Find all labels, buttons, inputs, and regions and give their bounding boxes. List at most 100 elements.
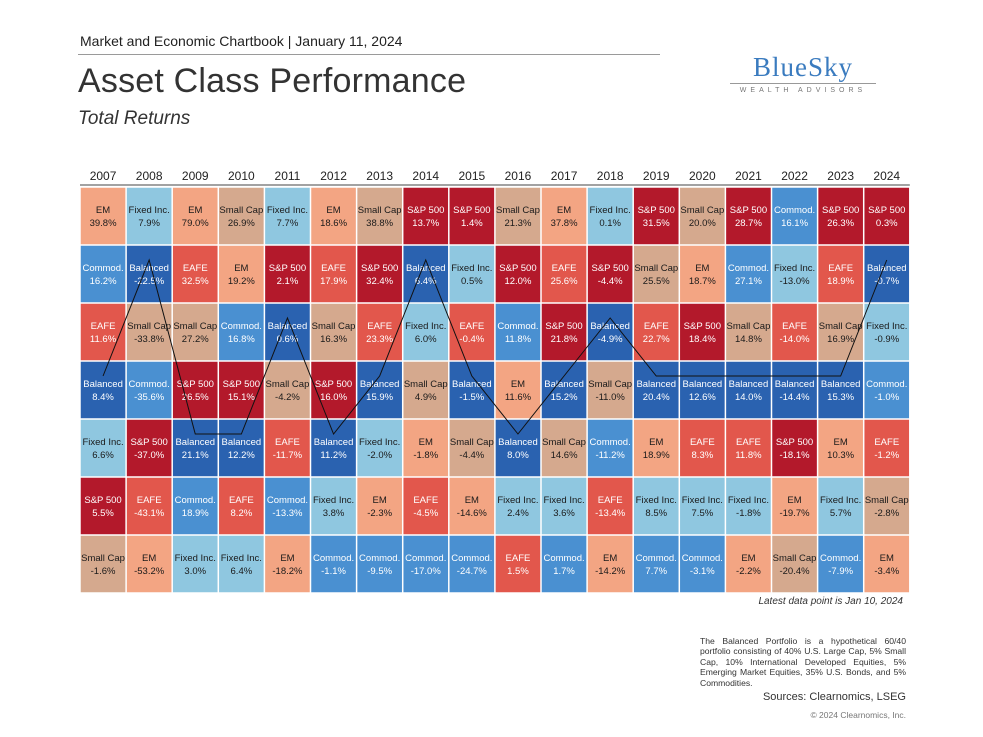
cell-asset-label: Small Cap xyxy=(358,205,402,216)
cell-em xyxy=(633,419,679,477)
cell-return-value: 14.0% xyxy=(735,392,762,403)
cell-eafe xyxy=(772,303,817,361)
cell-asset-label: EAFE xyxy=(229,495,254,506)
year-label: 2017 xyxy=(551,169,578,183)
cell-em xyxy=(541,187,587,245)
cell-s-p-500 xyxy=(541,303,587,361)
cell-em xyxy=(449,477,495,535)
year-label: 2024 xyxy=(873,169,900,183)
cell-balanced xyxy=(864,245,910,303)
cell-commod xyxy=(772,187,817,245)
cell-eafe xyxy=(587,477,633,535)
cell-s-p-500 xyxy=(449,187,495,245)
cell-return-value: 7.7% xyxy=(645,566,667,577)
cell-return-value: 7.7% xyxy=(277,218,299,229)
cell-asset-label: EAFE xyxy=(367,321,392,332)
cell-return-value: 3.6% xyxy=(553,508,575,519)
cell-s-p-500 xyxy=(311,361,356,419)
cell-asset-label: Balanced xyxy=(590,321,630,332)
latest-data-note: Latest data point is Jan 10, 2024 xyxy=(758,596,903,607)
cell-em xyxy=(357,477,402,535)
cell-eafe xyxy=(680,419,725,477)
cell-small-cap xyxy=(219,187,264,245)
cell-s-p-500 xyxy=(633,187,679,245)
cell-eafe xyxy=(495,535,541,593)
cell-return-value: -13.3% xyxy=(272,508,303,519)
cell-asset-label: Fixed Inc. xyxy=(175,553,216,564)
cell-asset-label: Small Cap xyxy=(404,379,448,390)
cell-return-value: 0.6% xyxy=(277,334,299,345)
cell-return-value: -7.9% xyxy=(828,566,853,577)
cell-return-value: 1.4% xyxy=(461,218,483,229)
cell-return-value: 4.9% xyxy=(415,392,437,403)
cell-fixed-inc xyxy=(403,303,449,361)
cell-asset-label: S&P 500 xyxy=(315,379,352,390)
balanced-portfolio-note: The Balanced Portfolio is a hypothetical… xyxy=(700,636,906,688)
cell-s-p-500 xyxy=(80,477,126,535)
cell-asset-label: EAFE xyxy=(321,263,346,274)
cell-asset-label: Fixed Inc. xyxy=(82,437,123,448)
cell-balanced xyxy=(541,361,587,419)
cell-asset-label: Small Cap xyxy=(266,379,310,390)
cell-return-value: 5.7% xyxy=(830,508,852,519)
cell-eafe xyxy=(818,245,863,303)
cell-eafe xyxy=(449,303,495,361)
cell-fixed-inc xyxy=(126,187,172,245)
cell-return-value: 18.9% xyxy=(643,450,670,461)
cell-commod xyxy=(80,245,126,303)
cell-asset-label: Fixed Inc. xyxy=(728,495,769,506)
cell-return-value: 8.4% xyxy=(92,392,114,403)
cell-asset-label: EAFE xyxy=(459,321,484,332)
cell-small-cap xyxy=(449,419,495,477)
cell-return-value: 28.7% xyxy=(735,218,762,229)
cell-return-value: 27.2% xyxy=(182,334,209,345)
cell-s-p-500 xyxy=(726,187,771,245)
cell-asset-label: EAFE xyxy=(552,263,577,274)
cell-return-value: 32.4% xyxy=(366,276,393,287)
cell-return-value: 3.0% xyxy=(184,566,206,577)
cell-asset-label: Balanced xyxy=(729,379,769,390)
cell-return-value: 27.1% xyxy=(735,276,762,287)
page-subtitle: Total Returns xyxy=(78,108,191,129)
cell-return-value: 6.6% xyxy=(92,450,114,461)
cell-return-value: 16.8% xyxy=(228,334,255,345)
cell-em xyxy=(772,477,817,535)
cell-eafe xyxy=(357,303,402,361)
year-label: 2015 xyxy=(458,169,485,183)
cell-asset-label: EAFE xyxy=(690,437,715,448)
cell-eafe xyxy=(80,303,126,361)
cell-asset-label: Small Cap xyxy=(312,321,356,332)
cell-return-value: -4.5% xyxy=(413,508,438,519)
header-divider xyxy=(78,54,660,55)
cell-asset-label: Commod. xyxy=(451,553,492,564)
cell-balanced xyxy=(357,361,402,419)
cell-fixed-inc xyxy=(818,477,863,535)
cell-asset-label: S&P 500 xyxy=(130,437,167,448)
cell-commod xyxy=(449,535,495,593)
cell-return-value: 16.3% xyxy=(320,334,347,345)
cell-return-value: 19.2% xyxy=(228,276,255,287)
cell-asset-label: EM xyxy=(419,437,433,448)
cell-asset-label: Commod. xyxy=(820,553,861,564)
cell-asset-label: Small Cap xyxy=(865,495,909,506)
cell-s-p-500 xyxy=(172,361,218,419)
cell-asset-label: Balanced xyxy=(268,321,308,332)
cell-asset-label: Fixed Inc. xyxy=(682,495,723,506)
cell-asset-label: EAFE xyxy=(91,321,116,332)
cell-asset-label: Commod. xyxy=(636,553,677,564)
cell-return-value: 16.2% xyxy=(90,276,117,287)
cell-asset-label: EM xyxy=(280,553,294,564)
cell-return-value: -11.7% xyxy=(273,450,303,461)
cell-return-value: 8.3% xyxy=(692,450,714,461)
cell-asset-label: S&P 500 xyxy=(776,437,813,448)
cell-em xyxy=(172,187,218,245)
cell-asset-label: Commod. xyxy=(359,553,400,564)
cell-balanced xyxy=(265,303,310,361)
cell-return-value: 37.8% xyxy=(551,218,578,229)
cell-return-value: -17.0% xyxy=(411,566,442,577)
cell-balanced xyxy=(818,361,863,419)
cell-fixed-inc xyxy=(726,477,771,535)
cell-commod xyxy=(680,535,725,593)
cell-asset-label: Commod. xyxy=(313,553,354,564)
cell-return-value: 12.2% xyxy=(228,450,255,461)
